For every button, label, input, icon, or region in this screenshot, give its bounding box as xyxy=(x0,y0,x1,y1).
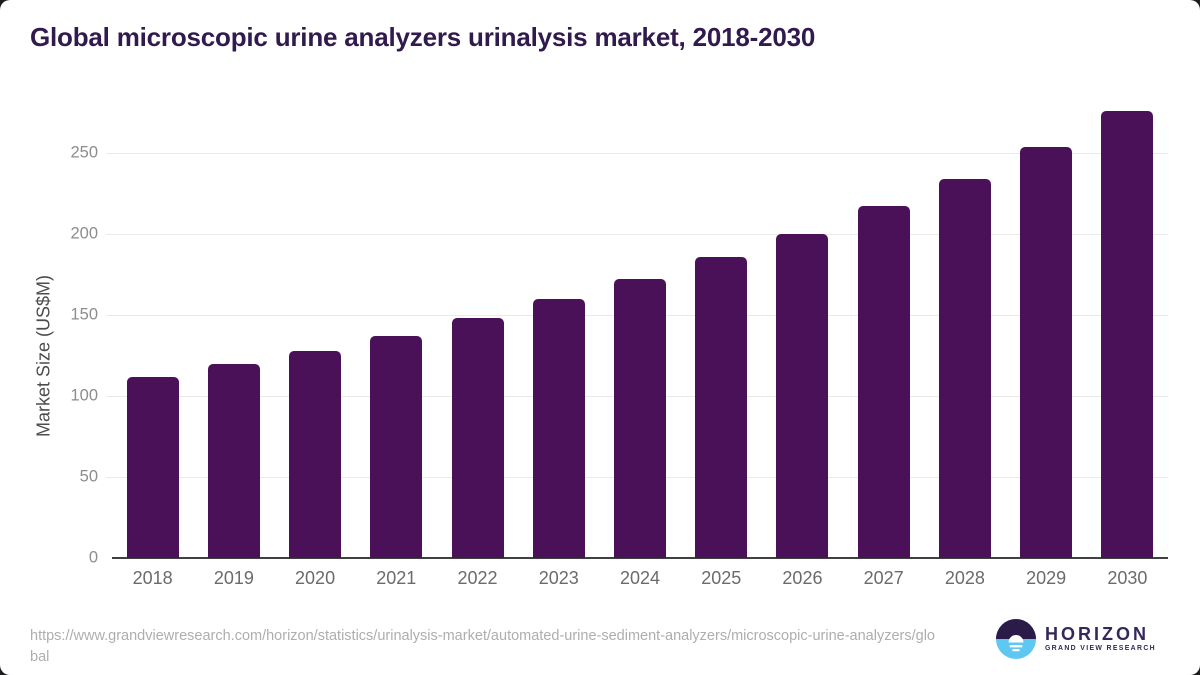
y-tick-label-0: 0 xyxy=(88,548,98,567)
x-axis-label-2024: 2024 xyxy=(619,568,661,588)
gridline-200 xyxy=(106,233,1168,235)
x-axis-label-2027: 2027 xyxy=(863,568,904,588)
x-axis-label-2022: 2022 xyxy=(457,568,498,588)
y-tick-label-100: 100 xyxy=(70,386,98,405)
chart-title: Global microscopic urine analyzers urina… xyxy=(30,22,816,52)
x-axis-label-2019: 2019 xyxy=(213,568,254,588)
horizon-logo: HORIZON GRAND VIEW RESEARCH xyxy=(995,619,1156,659)
bar-2019 xyxy=(207,363,260,558)
bar-2024 xyxy=(614,279,666,558)
gridline-250 xyxy=(106,152,1168,154)
x-axis-label-2026: 2026 xyxy=(782,568,823,588)
bar-2028 xyxy=(938,178,991,558)
x-axis-label-2023: 2023 xyxy=(538,568,579,588)
bar-2018 xyxy=(126,376,179,558)
horizon-logo-text: HORIZON GRAND VIEW RESEARCH xyxy=(1045,625,1156,653)
logo-title: HORIZON xyxy=(1044,624,1149,644)
bar-2022 xyxy=(451,318,504,558)
horizon-sunrise-circle-icon xyxy=(995,619,1036,659)
x-axis-label-2021: 2021 xyxy=(376,568,417,588)
bar-2025 xyxy=(695,256,748,558)
x-axis-label-2028: 2028 xyxy=(944,568,985,588)
bar-2029 xyxy=(1020,146,1073,558)
x-axis-line xyxy=(112,557,1168,559)
source-url: https://www.grandviewresearch.com/horizo… xyxy=(30,628,935,665)
x-axis-label-2029: 2029 xyxy=(1026,568,1067,588)
bar-2030 xyxy=(1101,110,1154,558)
x-axis-label-2025: 2025 xyxy=(701,568,742,588)
x-axis-label-2030: 2030 xyxy=(1107,568,1148,588)
y-tick-label-200: 200 xyxy=(70,224,98,243)
y-tick-label-150: 150 xyxy=(70,305,98,324)
x-axis-label-2020: 2020 xyxy=(295,568,336,588)
x-axis-label-2018: 2018 xyxy=(132,568,173,588)
bar-2020 xyxy=(289,350,342,558)
y-tick-label-50: 50 xyxy=(79,467,98,486)
bar-2026 xyxy=(776,234,829,558)
bar-2023 xyxy=(532,298,585,558)
bar-2027 xyxy=(857,206,910,558)
bar-2021 xyxy=(370,336,423,558)
logo-subtitle: GRAND VIEW RESEARCH xyxy=(1044,645,1156,652)
y-tick-label-250: 250 xyxy=(70,143,98,162)
